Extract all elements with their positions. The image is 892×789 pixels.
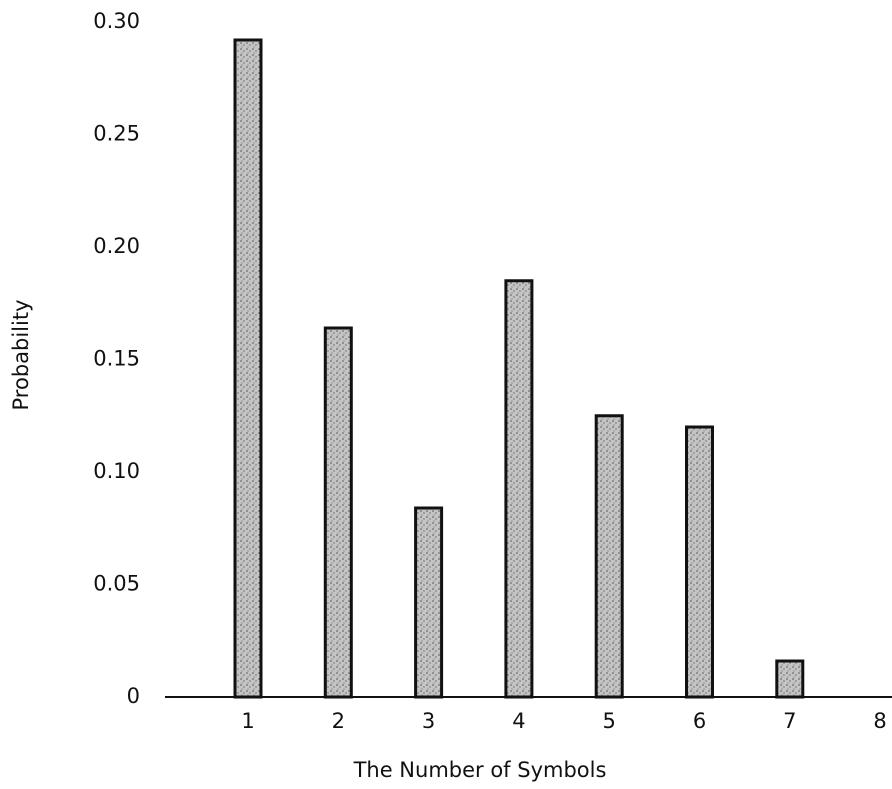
y-tick-label: 0.05 [93,572,140,596]
bar [685,425,714,699]
bar [233,38,263,699]
bar [414,506,444,699]
x-tick-label: 2 [332,709,345,733]
x-tick-label: 4 [512,709,525,733]
x-tick-label: 5 [603,709,616,733]
x-tick-label: 7 [783,709,796,733]
bar [775,659,805,699]
bar [504,279,534,699]
x-tick-label: 6 [693,709,706,733]
y-tick-label: 0.15 [93,347,140,371]
y-tick-label: 0.20 [93,234,140,258]
x-tick-label: 8 [873,709,886,733]
x-axis-label: The Number of Symbols [353,758,607,782]
y-axis-label: Probability [9,299,33,410]
bar [323,326,353,699]
y-tick-label: 0.30 [93,9,140,33]
bar [594,414,624,699]
y-tick-label: 0 [127,684,140,708]
x-tick-label: 3 [422,709,435,733]
y-tick-label: 0.10 [93,459,140,483]
y-tick-label: 0.25 [93,122,140,146]
x-tick-label: 1 [241,709,254,733]
